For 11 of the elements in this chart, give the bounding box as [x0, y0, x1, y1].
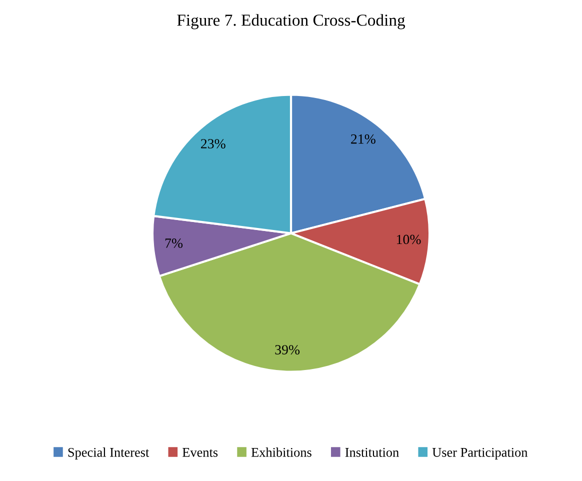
- data-label: 39%: [275, 345, 300, 354]
- data-label: 23%: [201, 139, 226, 148]
- chart-title: Figure 7. Education Cross-Coding: [177, 14, 406, 30]
- legend-label: Institution: [345, 448, 399, 457]
- data-label: 7%: [165, 238, 183, 248]
- data-label: 21%: [351, 134, 376, 144]
- legend-label: User Participation: [432, 448, 528, 460]
- legend-label: Special Interest: [68, 448, 150, 460]
- legend-label: Exhibitions: [251, 448, 312, 457]
- legend-label: Events: [182, 448, 218, 457]
- data-label: 10%: [397, 234, 421, 244]
